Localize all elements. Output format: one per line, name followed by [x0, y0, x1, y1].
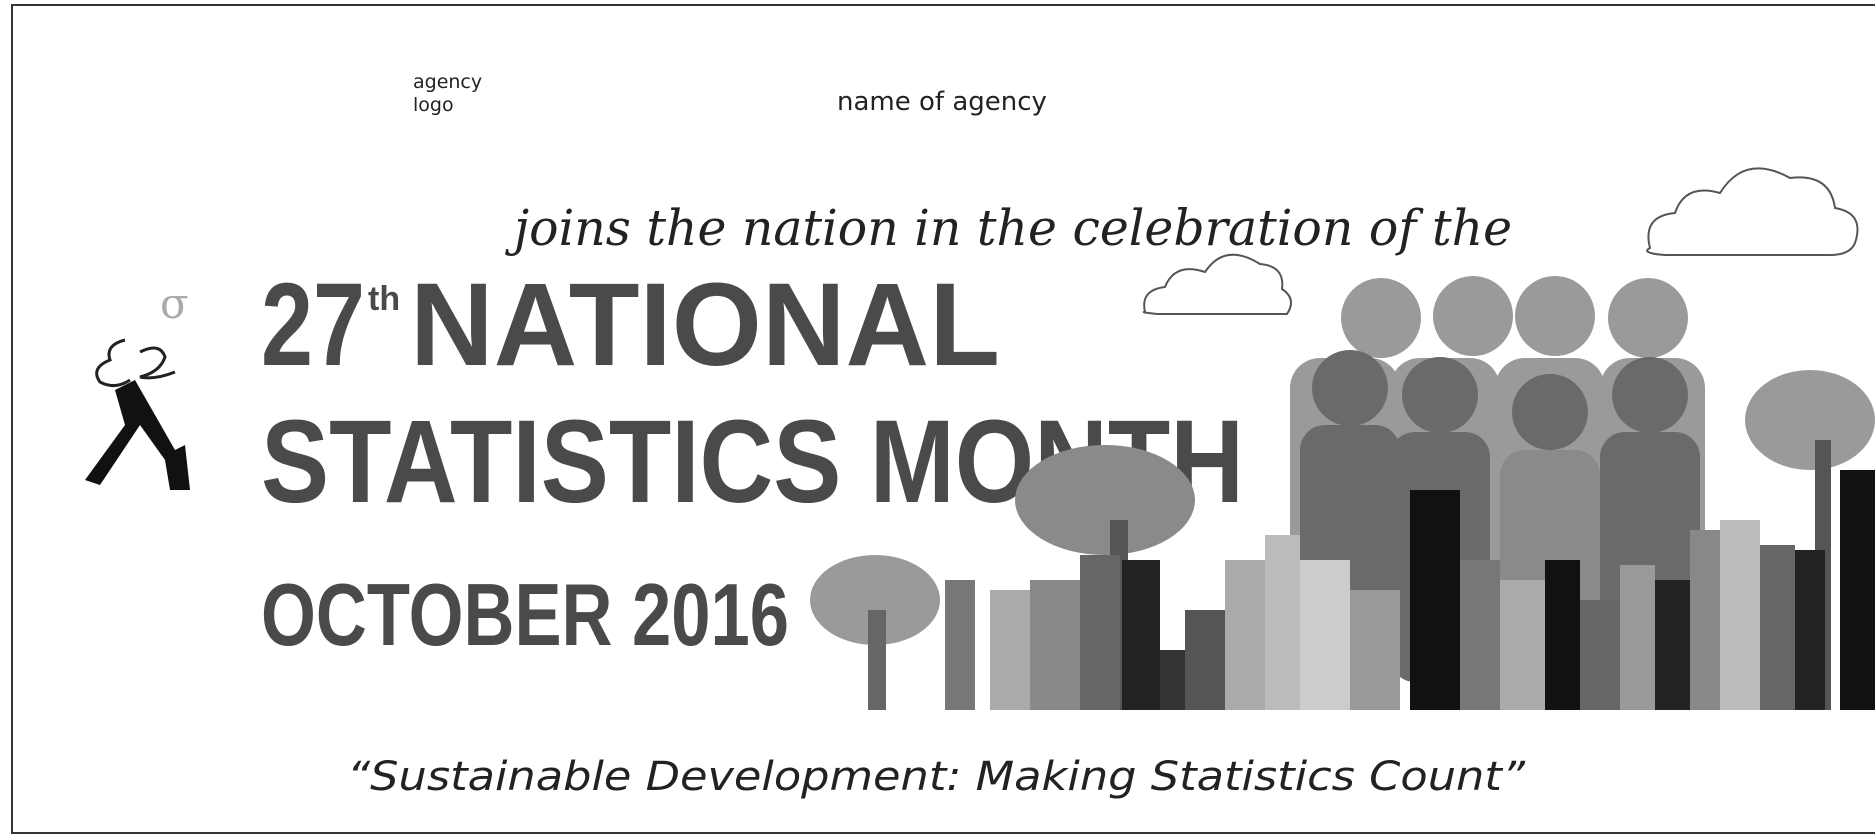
decoration: [1160, 650, 1185, 710]
decoration: [1620, 565, 1655, 710]
decoration: [1015, 445, 1195, 555]
banner: agency logo name of agency joins the nat…: [0, 0, 1875, 835]
decoration: [868, 610, 886, 710]
page: agency logo name of agency joins the nat…: [0, 0, 1875, 835]
decoration: [1265, 535, 1300, 710]
agency-name: name of agency: [837, 87, 1047, 117]
decoration: [1545, 560, 1580, 710]
decoration: [1655, 580, 1690, 710]
logo-sigma: σ: [160, 279, 189, 328]
logo-placeholder-line: agency: [413, 71, 482, 93]
decoration: [1840, 470, 1875, 710]
decoration: [1080, 555, 1120, 710]
decoration: [1350, 590, 1400, 710]
decoration: [1515, 276, 1595, 356]
intro-text: joins the nation in the celebration of t…: [504, 199, 1512, 257]
decoration: [1760, 545, 1795, 710]
decoration: [1225, 560, 1265, 710]
decoration: [1720, 520, 1760, 710]
decoration: [1312, 350, 1388, 426]
event-date: OCTOBER 2016: [261, 565, 789, 664]
decoration: [1030, 580, 1080, 710]
title-suffix: th: [368, 280, 400, 318]
decoration: [1580, 600, 1620, 710]
decoration: [1512, 374, 1588, 450]
decoration: [1690, 530, 1720, 710]
decoration: [1433, 276, 1513, 356]
decoration: [1300, 560, 1350, 710]
decoration: [1500, 580, 1545, 710]
decoration: [1341, 278, 1421, 358]
decoration: [1460, 560, 1500, 710]
decoration: [1612, 357, 1688, 433]
title-line: NATIONAL: [410, 259, 1000, 391]
decoration: [1795, 550, 1825, 710]
decoration: [990, 590, 1030, 710]
decoration: [1402, 357, 1478, 433]
decoration: [1122, 560, 1160, 710]
theme-slogan: “Sustainable Development: Making Statist…: [347, 754, 1525, 800]
logo-placeholder-line: logo: [413, 94, 454, 116]
decoration: [1608, 278, 1688, 358]
decoration: [1410, 490, 1460, 710]
title-number: 27: [261, 259, 365, 391]
decoration: [1745, 370, 1875, 470]
decoration: [945, 580, 975, 710]
decoration: [1185, 610, 1225, 710]
